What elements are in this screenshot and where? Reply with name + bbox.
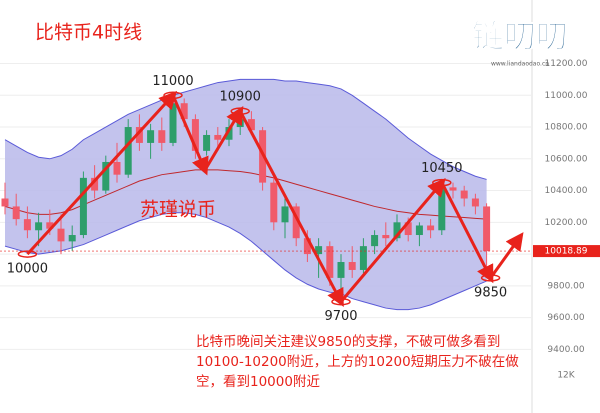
candle-body xyxy=(35,222,43,231)
candle-body xyxy=(68,235,76,242)
y-tick-label: 11000.00 xyxy=(545,91,588,101)
band-lower xyxy=(4,212,487,311)
candle-body xyxy=(57,228,65,242)
band-upper xyxy=(4,78,487,180)
last-price-box xyxy=(533,245,600,258)
point-marker xyxy=(480,274,501,282)
author: 苏瑾说币 xyxy=(140,199,216,221)
candle-body xyxy=(135,127,143,143)
candle-body xyxy=(191,119,199,151)
candle-body xyxy=(292,206,300,239)
candle-body xyxy=(303,238,311,255)
arrow xyxy=(489,232,524,279)
candle-body xyxy=(113,161,121,175)
arrow xyxy=(440,181,494,284)
candle-body xyxy=(404,222,412,236)
candle-body xyxy=(12,206,20,220)
point-marker xyxy=(230,107,250,115)
candle-body xyxy=(427,225,435,231)
point-marker xyxy=(17,250,38,258)
candle-body xyxy=(281,206,289,223)
candle-body xyxy=(236,119,244,128)
candle-body xyxy=(415,225,423,236)
logo: 链叨叨 xyxy=(472,17,568,55)
point-label: 9700 xyxy=(324,309,357,324)
y-tick-label: 10800.00 xyxy=(545,123,588,133)
candle-body xyxy=(79,177,87,236)
candle-body xyxy=(460,190,468,199)
candle-body xyxy=(147,130,155,143)
candle-body xyxy=(247,119,255,131)
candle-body xyxy=(337,262,345,278)
point-label: 9850 xyxy=(474,285,507,300)
volume-axis-label: 12K xyxy=(557,371,575,381)
candle-body xyxy=(449,187,457,191)
watermark: www.liandaodao.cn xyxy=(491,61,549,68)
point-label: 11000 xyxy=(152,74,193,89)
arrow xyxy=(339,178,446,303)
candle-body xyxy=(169,103,177,143)
note-line: 空，看到10000附近 xyxy=(196,374,320,390)
y-tick-label: 11200.00 xyxy=(545,59,588,69)
candle-body xyxy=(102,161,110,191)
candle-body xyxy=(438,187,446,231)
candle-body xyxy=(371,235,379,247)
candle-body xyxy=(315,246,323,255)
candle-body xyxy=(158,130,166,143)
arrow xyxy=(171,94,209,176)
candle-body xyxy=(326,246,334,278)
candle-body xyxy=(203,134,211,151)
arrow xyxy=(238,110,344,308)
point-label: 10900 xyxy=(220,90,261,105)
arrow xyxy=(203,106,244,171)
candle-body xyxy=(124,127,132,175)
candle-body xyxy=(270,182,278,223)
candle-body xyxy=(393,222,401,239)
point-marker xyxy=(163,91,183,100)
candle-body xyxy=(348,262,356,270)
y-tick-label: 9400.00 xyxy=(547,345,584,355)
note-line: 10100-10200附近，上方的10200短期压力不破在做 xyxy=(196,354,519,370)
candle-body xyxy=(483,206,491,252)
candle-body xyxy=(471,198,479,207)
candle-body xyxy=(23,219,31,231)
note-line: 比特币晚间关注建议9850的支撑，不破可做多看到 xyxy=(196,333,500,350)
y-tick-label: 10200.00 xyxy=(545,218,588,228)
candle-body xyxy=(225,127,233,140)
point-label: 10000 xyxy=(7,262,48,277)
y-tick-label: 10600.00 xyxy=(545,154,588,164)
last-price-label: 10018.89 xyxy=(545,247,588,257)
chart-title: 比特币4时线 xyxy=(35,22,142,44)
point-label: 10450 xyxy=(421,161,462,176)
candle-body xyxy=(359,246,367,270)
arrow xyxy=(26,90,178,256)
candle-body xyxy=(46,222,54,229)
candle-body xyxy=(91,177,99,191)
candle-body xyxy=(382,235,390,239)
y-tick-label: 10400.00 xyxy=(545,186,588,196)
y-tick-label: 9800.00 xyxy=(547,281,584,291)
candle-body xyxy=(1,198,9,207)
candle-body xyxy=(180,103,188,120)
point-marker xyxy=(432,178,452,187)
point-marker xyxy=(331,297,351,306)
candle-body xyxy=(214,134,222,140)
y-tick-label: 9600.00 xyxy=(547,313,584,323)
